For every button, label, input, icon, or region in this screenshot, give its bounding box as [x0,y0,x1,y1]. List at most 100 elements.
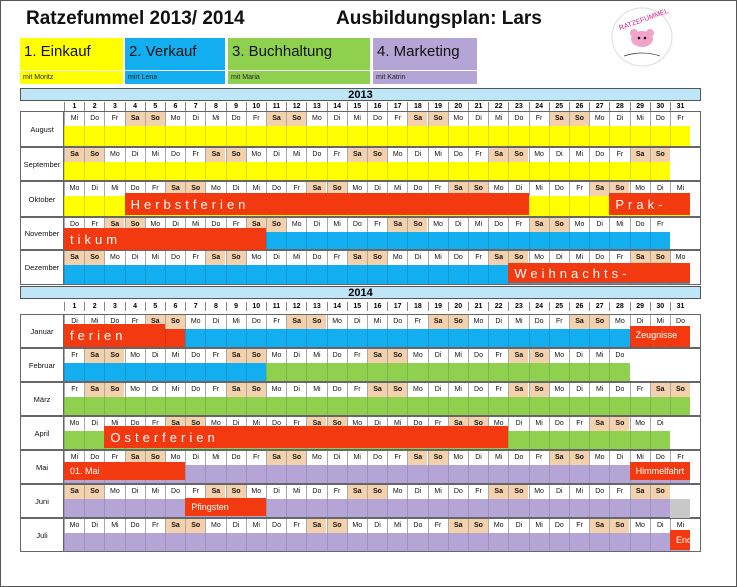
day-band[interactable] [306,363,327,381]
day-band[interactable] [326,232,347,249]
day-band[interactable] [367,265,388,284]
day-band[interactable] [609,363,630,381]
day-band[interactable] [629,431,650,449]
day-band[interactable] [427,162,448,180]
day-band[interactable] [468,465,489,483]
day-band[interactable] [286,162,307,180]
day-band[interactable] [387,533,408,551]
day-band[interactable] [245,363,266,381]
day-band[interactable] [427,363,448,381]
day-band[interactable] [346,397,367,415]
day-band[interactable] [245,533,266,551]
day-band[interactable] [609,162,630,180]
day-band[interactable] [569,232,590,249]
day-band[interactable] [508,533,529,551]
day-band[interactable] [165,363,186,381]
day-band[interactable] [144,363,165,381]
day-band[interactable] [387,329,408,347]
day-band[interactable] [245,465,266,483]
day-band[interactable] [124,533,145,551]
day-band[interactable] [609,499,630,517]
day-band[interactable] [346,533,367,551]
day-band[interactable] [670,397,691,415]
day-band[interactable] [124,363,145,381]
day-band[interactable] [367,329,388,347]
day-band[interactable] [589,232,610,249]
day-band[interactable] [569,329,590,347]
day-band[interactable] [104,126,125,146]
day-band[interactable] [346,265,367,284]
day-band[interactable] [528,126,549,146]
day-band[interactable] [286,232,307,249]
day-band[interactable] [427,533,448,551]
day-band[interactable] [286,329,307,347]
day-band[interactable] [124,397,145,415]
day-band[interactable] [569,465,590,483]
day-band[interactable] [447,329,468,347]
day-band[interactable] [407,265,428,284]
day-band[interactable] [427,397,448,415]
day-band[interactable] [144,162,165,180]
day-band[interactable] [104,162,125,180]
day-band[interactable] [468,533,489,551]
day-band[interactable] [569,533,590,551]
day-band[interactable] [649,533,670,551]
day-band[interactable] [649,397,670,415]
day-band[interactable] [488,265,509,284]
day-band[interactable] [508,126,529,146]
day-band[interactable] [528,363,549,381]
day-band[interactable] [427,126,448,146]
day-band[interactable] [205,465,226,483]
day-band[interactable] [367,232,388,249]
day-band[interactable] [569,363,590,381]
day-band[interactable] [84,196,105,216]
day-band[interactable] [266,232,287,249]
day-band[interactable] [185,533,206,551]
day-band[interactable] [407,397,428,415]
day-band[interactable] [367,397,388,415]
day-band[interactable] [124,126,145,146]
day-band[interactable] [407,363,428,381]
day-band[interactable] [528,232,549,249]
day-band[interactable] [144,265,165,284]
day-band[interactable] [589,499,610,517]
day-band[interactable] [447,126,468,146]
day-band[interactable] [649,232,670,249]
day-band[interactable] [488,162,509,180]
day-band[interactable] [326,162,347,180]
day-band[interactable] [569,499,590,517]
day-band[interactable] [468,499,489,517]
day-band[interactable] [266,126,287,146]
day-band[interactable] [225,397,246,415]
day-band[interactable] [407,465,428,483]
day-band[interactable] [64,265,85,284]
day-band[interactable] [488,465,509,483]
day-band[interactable] [64,196,85,216]
day-band[interactable] [488,533,509,551]
day-band[interactable] [548,533,569,551]
day-band[interactable] [387,465,408,483]
day-band[interactable] [447,499,468,517]
day-band[interactable] [266,265,287,284]
day-band[interactable] [165,397,186,415]
day-band[interactable] [144,499,165,517]
day-band[interactable] [84,431,105,449]
day-band[interactable] [84,265,105,284]
day-band[interactable] [589,397,610,415]
day-band[interactable] [609,431,630,449]
day-band[interactable] [346,465,367,483]
day-band[interactable] [427,265,448,284]
day-band[interactable] [589,126,610,146]
day-band[interactable] [548,126,569,146]
day-band[interactable] [266,329,287,347]
day-band[interactable] [64,162,85,180]
day-band[interactable] [427,232,448,249]
day-band[interactable] [447,465,468,483]
day-band[interactable] [447,397,468,415]
day-band[interactable] [144,126,165,146]
day-band[interactable] [589,196,610,216]
day-band[interactable] [286,533,307,551]
day-band[interactable] [104,196,125,216]
day-band[interactable] [508,397,529,415]
day-band[interactable] [427,465,448,483]
